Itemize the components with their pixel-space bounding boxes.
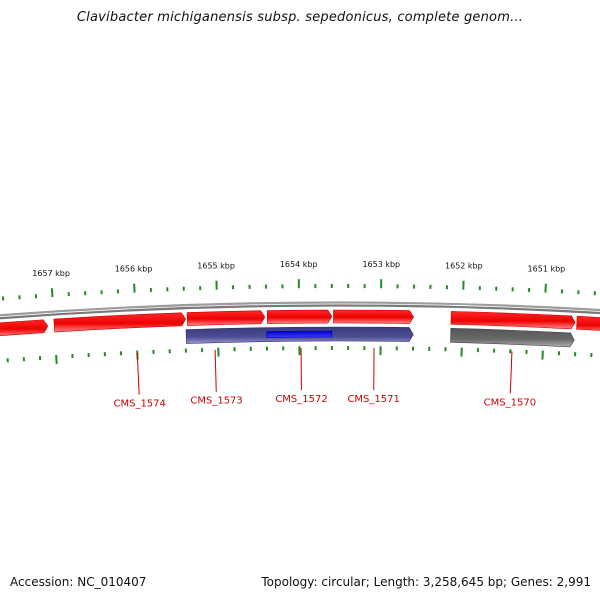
forward-gene-feature[interactable] [451,311,575,329]
gene-label[interactable]: CMS_1574 [113,399,165,410]
tick-label: 1654 kbp [280,260,318,269]
forward-gene-feature[interactable] [576,316,600,333]
forward-gene-feature[interactable] [267,310,332,324]
gene-label[interactable]: CMS_1573 [190,396,242,407]
gene-label[interactable]: CMS_1571 [347,394,399,405]
gene-label[interactable]: CMS_1570 [484,397,536,408]
major-tick-inner [56,355,57,364]
forward-gene-feature[interactable] [54,313,186,332]
accession-text: Accession: NC_010407 [10,575,146,589]
gene-label-leader [215,350,216,392]
tick-label: 1651 kbp [528,265,566,274]
tick-label: 1657 kbp [32,269,70,278]
gene-label[interactable]: CMS_1572 [275,394,327,405]
forward-gene-feature[interactable] [0,320,48,337]
forward-gene-feature[interactable] [333,310,413,324]
tick-label: 1652 kbp [445,262,483,271]
gene-label-leader [510,351,512,393]
genome-map[interactable]: 1657 kbp 1656 kbp 1655 kbp 1654 kbp 1653 kbp… [0,0,600,600]
forward-gene-feature[interactable] [187,311,265,326]
tick-label: 1656 kbp [115,265,153,274]
major-tick-outer [52,288,53,297]
genome-summary-text: Topology: circular; Length: 3,258,645 bp… [261,575,591,589]
tick-label: 1653 kbp [362,260,400,269]
selected-gene-feature[interactable] [267,331,332,338]
rna-gene-feature[interactable] [450,328,574,347]
tick-label: 1655 kbp [197,262,235,271]
